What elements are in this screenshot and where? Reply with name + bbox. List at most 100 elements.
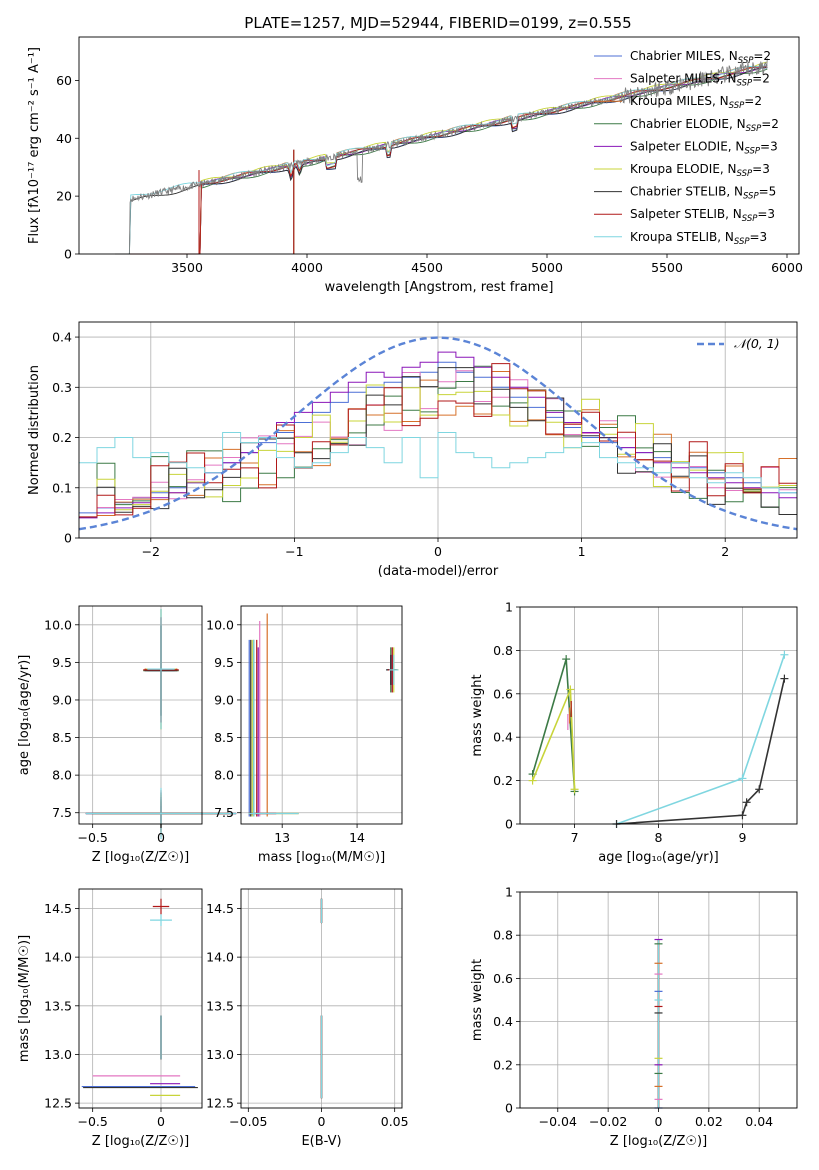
axes-frame xyxy=(78,321,798,539)
y-tick-label: 0.2 xyxy=(493,1057,513,1072)
x-tick-label: 0 xyxy=(434,544,442,559)
y-tick-label: 0.3 xyxy=(52,380,72,395)
y-tick-label: 8.0 xyxy=(52,768,72,783)
z-weight-panel: −0.04 −0.02 0 0.02 0.04 0 0.2 0.4 0.6 0.8 1 Z [log₁… xyxy=(470,885,798,1149)
axes-frame xyxy=(240,888,403,1109)
x-tick-label: 0 xyxy=(157,1114,165,1129)
legend-label: Salpeter STELIB, NSSP=3 xyxy=(630,207,775,224)
age-weight-panel: 7 8 9 0 0.2 0.4 0.6 0.8 1 age [log₁₀(age/yr)] mass… xyxy=(470,600,798,865)
y-tick-label: 0.8 xyxy=(493,643,513,658)
x-tick-label: 0 xyxy=(318,1114,326,1129)
y-tick-label: 0.4 xyxy=(493,1014,513,1029)
y-tick-label: 0.1 xyxy=(52,480,72,495)
data-spectrum-line xyxy=(115,58,768,255)
legend: 𝒩(0, 1) xyxy=(697,336,780,351)
x-tick-label: 0 xyxy=(655,1114,663,1129)
y-tick-label: 14.0 xyxy=(44,950,72,965)
x-tick-label: 4000 xyxy=(291,260,323,275)
legend-label: Salpeter MILES, NSSP=2 xyxy=(630,72,770,89)
y-tick-label: 60 xyxy=(56,73,72,88)
y-tick-label: 1 xyxy=(505,885,513,900)
axes-frame xyxy=(240,605,403,825)
y-axis-label: mass weight xyxy=(470,674,485,756)
y-tick-label: 8.5 xyxy=(214,730,234,745)
x-tick-label: 5500 xyxy=(651,260,683,275)
x-axis-label: Z [log₁₀(Z/Z☉)] xyxy=(610,1134,707,1149)
plot-area xyxy=(85,609,237,840)
legend-label: Kroupa STELIB, NSSP=3 xyxy=(630,230,767,247)
y-axis-label: mass [log₁₀(M/M☉)] xyxy=(17,935,32,1062)
y-axis-label: Normed distribution xyxy=(27,365,42,495)
z-mass-panel: −0.5 0 12.5 13.0 13.5 14.0 14.5 Z [log₁₀(Z/Z☉)]… xyxy=(17,888,203,1149)
y-tick-label: 0 xyxy=(64,531,72,546)
legend-label: Chabrier STELIB, NSSP=5 xyxy=(630,185,776,202)
y-tick-label: 13.0 xyxy=(44,1047,72,1062)
axes-frame xyxy=(519,606,798,825)
plot-area xyxy=(654,938,663,1109)
x-tick-label: 0.02 xyxy=(695,1114,723,1129)
y-tick-label: 0.2 xyxy=(493,773,513,788)
y-tick-label: 8.0 xyxy=(214,768,234,783)
x-tick-label: 14 xyxy=(349,830,365,845)
residual-panel: −2 −1 0 1 2 0 0.1 0.2 0.3 0.4 (data-model)/error No… xyxy=(27,321,798,579)
x-tick-label: −2 xyxy=(142,544,160,559)
x-tick-label: 0.04 xyxy=(745,1114,773,1129)
legend-label: Kroupa ELODIE, NSSP=3 xyxy=(630,162,770,179)
weight-line xyxy=(616,654,786,825)
y-tick-label: 10.0 xyxy=(206,617,234,632)
y-tick-label: 40 xyxy=(56,131,72,146)
plot-area xyxy=(528,650,789,828)
y-tick-label: 9.0 xyxy=(214,692,234,707)
x-tick-label: 9 xyxy=(738,830,746,845)
x-tick-label: −1 xyxy=(285,544,303,559)
y-tick-label: 0 xyxy=(64,247,72,262)
histogram-step xyxy=(79,432,797,494)
figure-title: PLATE=1257, MJD=52944, FIBERID=0199, z=0… xyxy=(244,14,631,32)
y-tick-label: 7.5 xyxy=(52,805,72,820)
legend-label: Chabrier ELODIE, NSSP=2 xyxy=(630,117,779,134)
x-tick-label: −0.5 xyxy=(77,1114,107,1129)
x-axis-label: Z [log₁₀(Z/Z☉)] xyxy=(92,850,189,865)
x-axis-label: mass [log₁₀(M/M☉)] xyxy=(258,850,385,865)
x-tick-label: 3500 xyxy=(171,260,203,275)
axes-frame xyxy=(78,888,203,1109)
x-tick-label: 6000 xyxy=(771,260,803,275)
legend-label: Kroupa MILES, NSSP=2 xyxy=(630,94,762,111)
y-tick-label: 14.5 xyxy=(206,901,234,916)
y-tick-label: 7.5 xyxy=(214,805,234,820)
legend: Chabrier MILES, NSSP=2 Salpeter MILES, NS… xyxy=(594,49,779,247)
y-tick-label: 0 xyxy=(505,817,513,832)
x-tick-label: 0.05 xyxy=(381,1114,409,1129)
y-tick-label: 9.5 xyxy=(52,655,72,670)
plot-area xyxy=(248,613,399,817)
axes-frame xyxy=(78,36,800,255)
x-axis-label: wavelength [Angstrom, rest frame] xyxy=(325,280,554,295)
x-tick-label: 5000 xyxy=(531,260,563,275)
spectrum-panel: 3500 4000 4500 5000 5500 6000 0 20 40 60 wavelengt… xyxy=(27,36,803,295)
legend-label: Chabrier MILES, NSSP=2 xyxy=(630,49,771,66)
x-tick-label: 0 xyxy=(157,830,165,845)
axes-frame xyxy=(519,891,798,1109)
x-tick-label: −0.5 xyxy=(77,830,107,845)
x-tick-label: 4500 xyxy=(411,260,443,275)
x-axis-label: age [log₁₀(age/yr)] xyxy=(598,850,719,865)
z-age-panel: −0.5 0 7.5 8.0 8.5 9.0 9.5 10.0 Z [log₁₀(Z/Z☉)] a… xyxy=(17,605,237,865)
x-tick-label: 7 xyxy=(571,830,579,845)
histogram-step xyxy=(79,363,797,518)
y-tick-label: 13.5 xyxy=(44,998,72,1013)
y-tick-label: 8.5 xyxy=(52,730,72,745)
y-tick-label: 0.8 xyxy=(493,928,513,943)
x-tick-label: 2 xyxy=(721,544,729,559)
y-tick-label: 0.4 xyxy=(493,730,513,745)
mass-age-panel: 13 14 7.5 8.0 8.5 9.0 9.5 10.0 mass [log₁₀(M/M☉)… xyxy=(206,605,403,865)
y-tick-label: 1 xyxy=(505,600,513,615)
x-tick-label: −0.02 xyxy=(589,1114,627,1129)
y-tick-label: 10.0 xyxy=(44,617,72,632)
y-tick-label: 0.6 xyxy=(493,971,513,986)
x-tick-label: −0.05 xyxy=(229,1114,267,1129)
y-tick-label: 20 xyxy=(56,189,72,204)
y-tick-label: 0.4 xyxy=(52,330,72,345)
y-tick-label: 9.0 xyxy=(52,692,72,707)
y-tick-label: 13.0 xyxy=(206,1047,234,1062)
